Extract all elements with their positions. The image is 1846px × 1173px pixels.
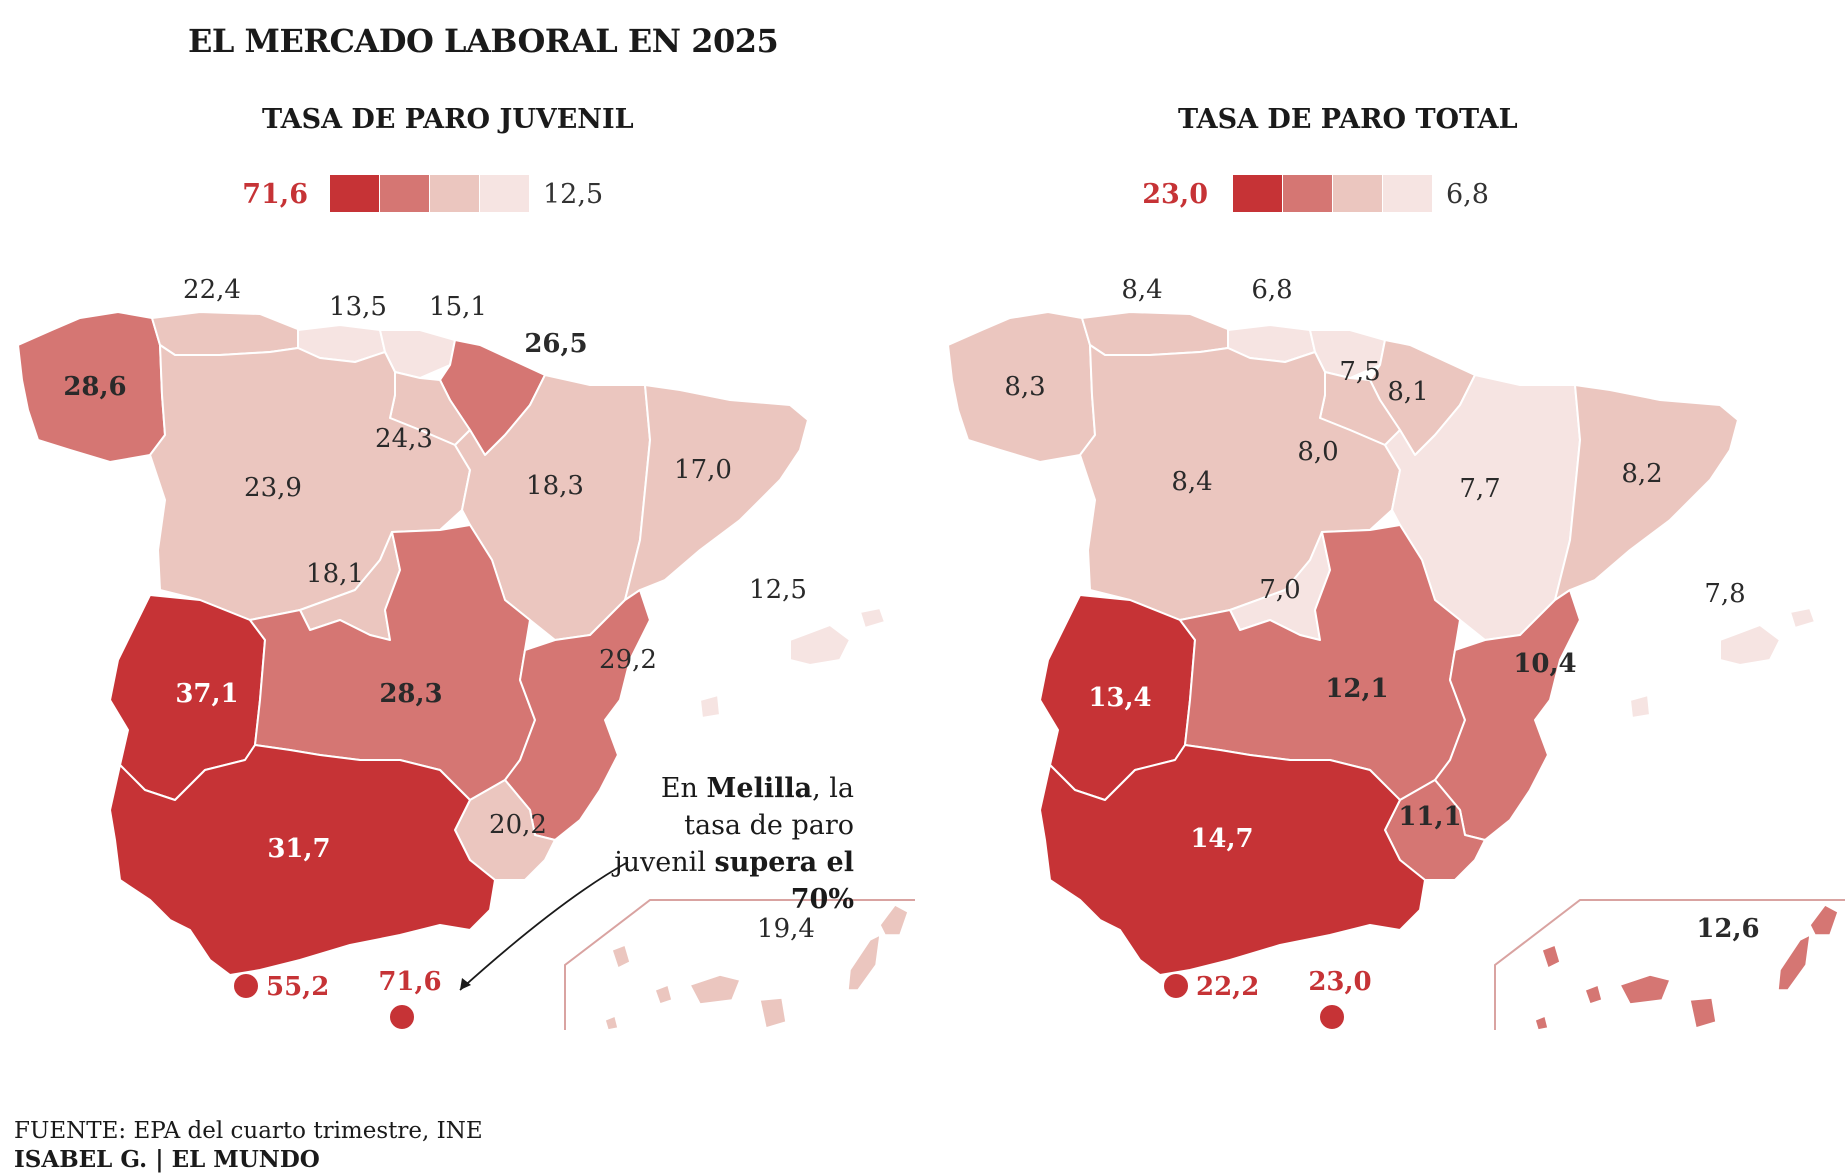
- legend-max-value: 71,6: [242, 179, 308, 210]
- label-murcia: 20,2: [489, 810, 547, 840]
- label-navarra: 26,5: [524, 329, 587, 359]
- region-asturias: [1081, 311, 1231, 356]
- label-castilla-la-mancha: 28,3: [379, 679, 442, 709]
- label-murcia: 11,1: [1398, 802, 1461, 832]
- label-pais-vasco: 15,1: [429, 292, 487, 322]
- legend-swatch-1: [330, 175, 379, 212]
- legend-swatch-3: [430, 175, 479, 212]
- region-melilla: [1318, 1003, 1346, 1031]
- legend-swatch-2: [1283, 175, 1332, 212]
- region-baleares: [1629, 607, 1816, 719]
- label-andalucia: 14,7: [1190, 824, 1253, 854]
- region-melilla: [388, 1003, 416, 1031]
- region-baleares: [699, 607, 886, 719]
- label-ceuta: 55,2: [266, 972, 329, 1002]
- label-la-rioja: 24,3: [375, 424, 433, 454]
- region-andalucia: [109, 744, 496, 976]
- label-baleares: 7,8: [1704, 579, 1745, 609]
- label-cataluna: 8,2: [1621, 459, 1662, 489]
- label-navarra: 8,1: [1387, 377, 1428, 407]
- label-pais-vasco: 7,5: [1339, 357, 1380, 387]
- legend-swatch-4: [1383, 175, 1432, 212]
- label-madrid: 7,0: [1259, 575, 1300, 605]
- region-labels-total: 8,4 6,8 7,5 8,1 8,3 8,0 8,4 7,7 8,2 7,0 …: [1004, 275, 1759, 1002]
- label-asturias: 22,4: [183, 275, 241, 305]
- map-panel-total: TASA DE PARO TOTAL 23,0 6,8: [940, 0, 1846, 1060]
- main-title: EL MERCADO LABORAL EN 2025: [188, 22, 779, 60]
- label-galicia: 8,3: [1004, 372, 1045, 402]
- label-la-rioja: 8,0: [1297, 437, 1338, 467]
- credit-line: ISABEL G. | EL MUNDO: [14, 1146, 320, 1173]
- source-note: FUENTE: EPA del cuarto trimestre, INE: [14, 1118, 483, 1144]
- legend-swatch-2: [380, 175, 429, 212]
- annotation-melilla: En Melilla, la tasa de paro juvenil supe…: [614, 773, 854, 915]
- canarias-islands: [1534, 904, 1839, 1031]
- legend-swatch-3: [1333, 175, 1382, 212]
- label-asturias: 8,4: [1121, 275, 1162, 305]
- region-valencia: [504, 589, 651, 841]
- spain-map-total: 8,4 6,8 7,5 8,1 8,3 8,0 8,4 7,7 8,2 7,0 …: [947, 275, 1845, 1031]
- region-asturias: [151, 311, 301, 356]
- canarias-inset-frame: [564, 899, 915, 1030]
- panel-title-total: TASA DE PARO TOTAL: [1178, 104, 1518, 135]
- region-valencia: [1434, 589, 1581, 841]
- label-canarias: 12,6: [1696, 914, 1759, 944]
- spain-map-youth: 22,4 13,5 15,1 26,5 28,6 24,3 23,9 18,3 …: [17, 275, 915, 1031]
- label-canarias: 19,4: [757, 914, 815, 944]
- label-aragon: 7,7: [1459, 474, 1500, 504]
- label-castilla-leon: 23,9: [244, 473, 302, 503]
- legend-min-value: 12,5: [543, 179, 604, 210]
- region-andalucia: [1039, 744, 1426, 976]
- label-baleares: 12,5: [749, 575, 807, 605]
- label-valencia: 29,2: [599, 645, 657, 675]
- label-extremadura: 37,1: [175, 679, 238, 709]
- region-ceuta: [1162, 972, 1190, 1000]
- panel-title-youth: TASA DE PARO JUVENIL: [262, 104, 634, 135]
- legend-max-value: 23,0: [1142, 179, 1208, 210]
- annotation-arrow: [459, 861, 629, 991]
- label-andalucia: 31,7: [267, 834, 330, 864]
- canarias-islands: [604, 904, 909, 1031]
- annotation-arrowhead: [460, 978, 471, 990]
- label-melilla: 71,6: [378, 967, 441, 997]
- legend-min-value: 6,8: [1446, 179, 1489, 210]
- region-labels-youth: 22,4 13,5 15,1 26,5 28,6 24,3 23,9 18,3 …: [63, 275, 815, 1002]
- legend-swatch-1: [1233, 175, 1282, 212]
- label-castilla-leon: 8,4: [1171, 467, 1212, 497]
- label-valencia: 10,4: [1513, 649, 1576, 679]
- label-castilla-la-mancha: 12,1: [1325, 674, 1388, 704]
- canarias-inset-frame: [1494, 899, 1845, 1030]
- label-aragon: 18,3: [526, 471, 584, 501]
- label-madrid: 18,1: [306, 559, 364, 589]
- label-cantabria: 13,5: [329, 292, 387, 322]
- region-cataluna: [1554, 384, 1739, 601]
- label-cataluna: 17,0: [674, 455, 732, 485]
- label-melilla: 23,0: [1308, 967, 1371, 997]
- region-cataluna: [624, 384, 809, 601]
- label-extremadura: 13,4: [1088, 683, 1151, 713]
- label-ceuta: 22,2: [1196, 972, 1259, 1002]
- legend-swatch-4: [480, 175, 529, 212]
- label-cantabria: 6,8: [1251, 275, 1292, 305]
- map-panel-youth: TASA DE PARO JUVENIL 71,6 12,5: [0, 0, 920, 1060]
- label-galicia: 28,6: [63, 372, 126, 402]
- region-ceuta: [232, 972, 260, 1000]
